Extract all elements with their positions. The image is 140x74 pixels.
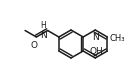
Text: N: N — [40, 31, 47, 40]
Text: CH₃: CH₃ — [109, 34, 125, 43]
Text: O: O — [31, 40, 38, 50]
Text: N: N — [92, 32, 99, 42]
Text: H: H — [40, 20, 46, 30]
Text: OH: OH — [89, 46, 103, 56]
